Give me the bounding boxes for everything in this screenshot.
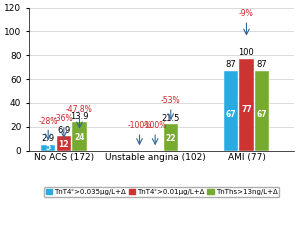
Text: -100%: -100%: [143, 121, 167, 130]
Text: 6.9: 6.9: [57, 126, 70, 135]
Bar: [255, 71, 269, 151]
Text: 77: 77: [241, 105, 252, 114]
Text: 100: 100: [238, 48, 254, 57]
Text: 24: 24: [74, 133, 85, 142]
Text: -47.8%: -47.8%: [66, 105, 93, 114]
Bar: [57, 136, 71, 151]
Bar: [72, 122, 86, 151]
Text: 67: 67: [257, 110, 267, 119]
Text: 5: 5: [46, 144, 51, 152]
Legend: TnT4ᶜ>0.035µg/L+Δ, TnT4ᶜ>0.01µg/L+Δ, TnThs>13ng/L+Δ: TnT4ᶜ>0.035µg/L+Δ, TnT4ᶜ>0.01µg/L+Δ, TnT…: [44, 187, 280, 197]
Text: 12: 12: [58, 140, 69, 149]
Bar: [239, 59, 254, 151]
Text: 67: 67: [226, 110, 236, 119]
Text: -100%: -100%: [127, 121, 152, 130]
Text: 2.9: 2.9: [42, 134, 55, 143]
Bar: [164, 124, 178, 151]
Text: 13.9: 13.9: [70, 112, 89, 121]
Text: 87: 87: [257, 60, 268, 69]
Text: -28%: -28%: [38, 117, 58, 126]
Bar: [224, 71, 238, 151]
Bar: [41, 145, 55, 151]
Text: 87: 87: [225, 60, 236, 69]
Text: -53%: -53%: [161, 96, 181, 105]
Text: -36%: -36%: [54, 114, 74, 123]
Text: 21.5: 21.5: [162, 114, 180, 123]
Text: 22: 22: [166, 134, 176, 143]
Text: -9%: -9%: [239, 9, 254, 18]
